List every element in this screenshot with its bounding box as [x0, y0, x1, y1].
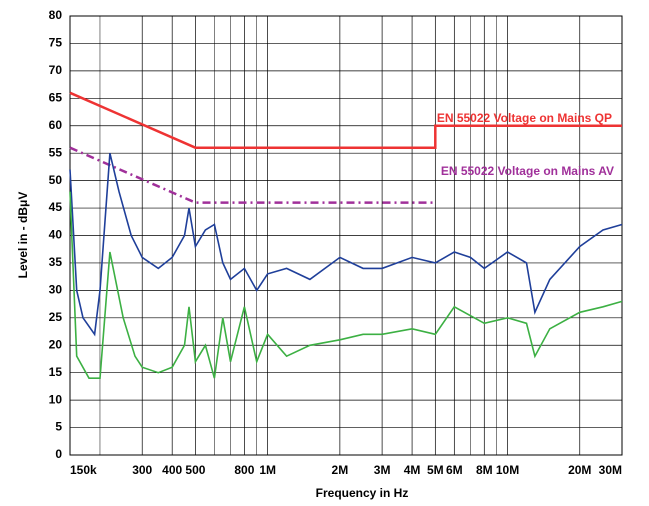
- x-tick-label: 400: [162, 463, 182, 477]
- x-tick-label: 4M: [404, 463, 421, 477]
- series-line: [69, 191, 623, 379]
- y-tick-label: 70: [49, 63, 63, 77]
- x-tick-label: 6M: [446, 463, 463, 477]
- y-tick-label: 65: [49, 90, 63, 104]
- y-tick-label: 5: [55, 420, 62, 434]
- y-axis-label: Level in - dBμV: [16, 192, 30, 279]
- annotation: EN 55022 Voltage on Mains AV: [441, 164, 614, 178]
- x-tick-label: 3M: [374, 463, 391, 477]
- series-line: [69, 146, 436, 204]
- x-tick-label: 1M: [259, 463, 276, 477]
- y-tick-label: 25: [49, 310, 63, 324]
- y-tick-label: 40: [49, 228, 63, 242]
- x-tick-label: 10M: [496, 463, 519, 477]
- y-tick-label: 30: [49, 283, 63, 297]
- series-line: [69, 153, 623, 337]
- x-tick-label: 500: [185, 463, 205, 477]
- x-tick-label: 20M: [568, 463, 591, 477]
- y-tick-label: 55: [49, 145, 63, 159]
- y-tick-label: 45: [49, 200, 63, 214]
- x-tick-label: 2M: [332, 463, 349, 477]
- y-tick-label: 60: [49, 118, 63, 132]
- y-tick-label: 15: [49, 365, 63, 379]
- x-tick-label: 800: [234, 463, 254, 477]
- y-tick-label: 0: [55, 447, 62, 461]
- y-tick-label: 75: [49, 36, 63, 50]
- x-tick-label: 300: [132, 463, 152, 477]
- series-line: [69, 91, 622, 149]
- x-tick-label: 8M: [476, 463, 493, 477]
- y-tick-label: 20: [49, 337, 63, 351]
- y-tick-label: 35: [49, 255, 63, 269]
- annotation: EN 55022 Voltage on Mains QP: [437, 111, 612, 125]
- x-axis-label: Frequency in Hz: [316, 486, 409, 500]
- x-tick-label: 30M: [599, 463, 622, 477]
- x-tick-label: 5M: [427, 463, 444, 477]
- x-tick-label: 150k: [70, 463, 97, 477]
- plot-frame: [69, 15, 623, 456]
- y-tick-label: 50: [49, 173, 63, 187]
- y-tick-label: 80: [49, 8, 63, 22]
- y-tick-label: 10: [49, 392, 63, 406]
